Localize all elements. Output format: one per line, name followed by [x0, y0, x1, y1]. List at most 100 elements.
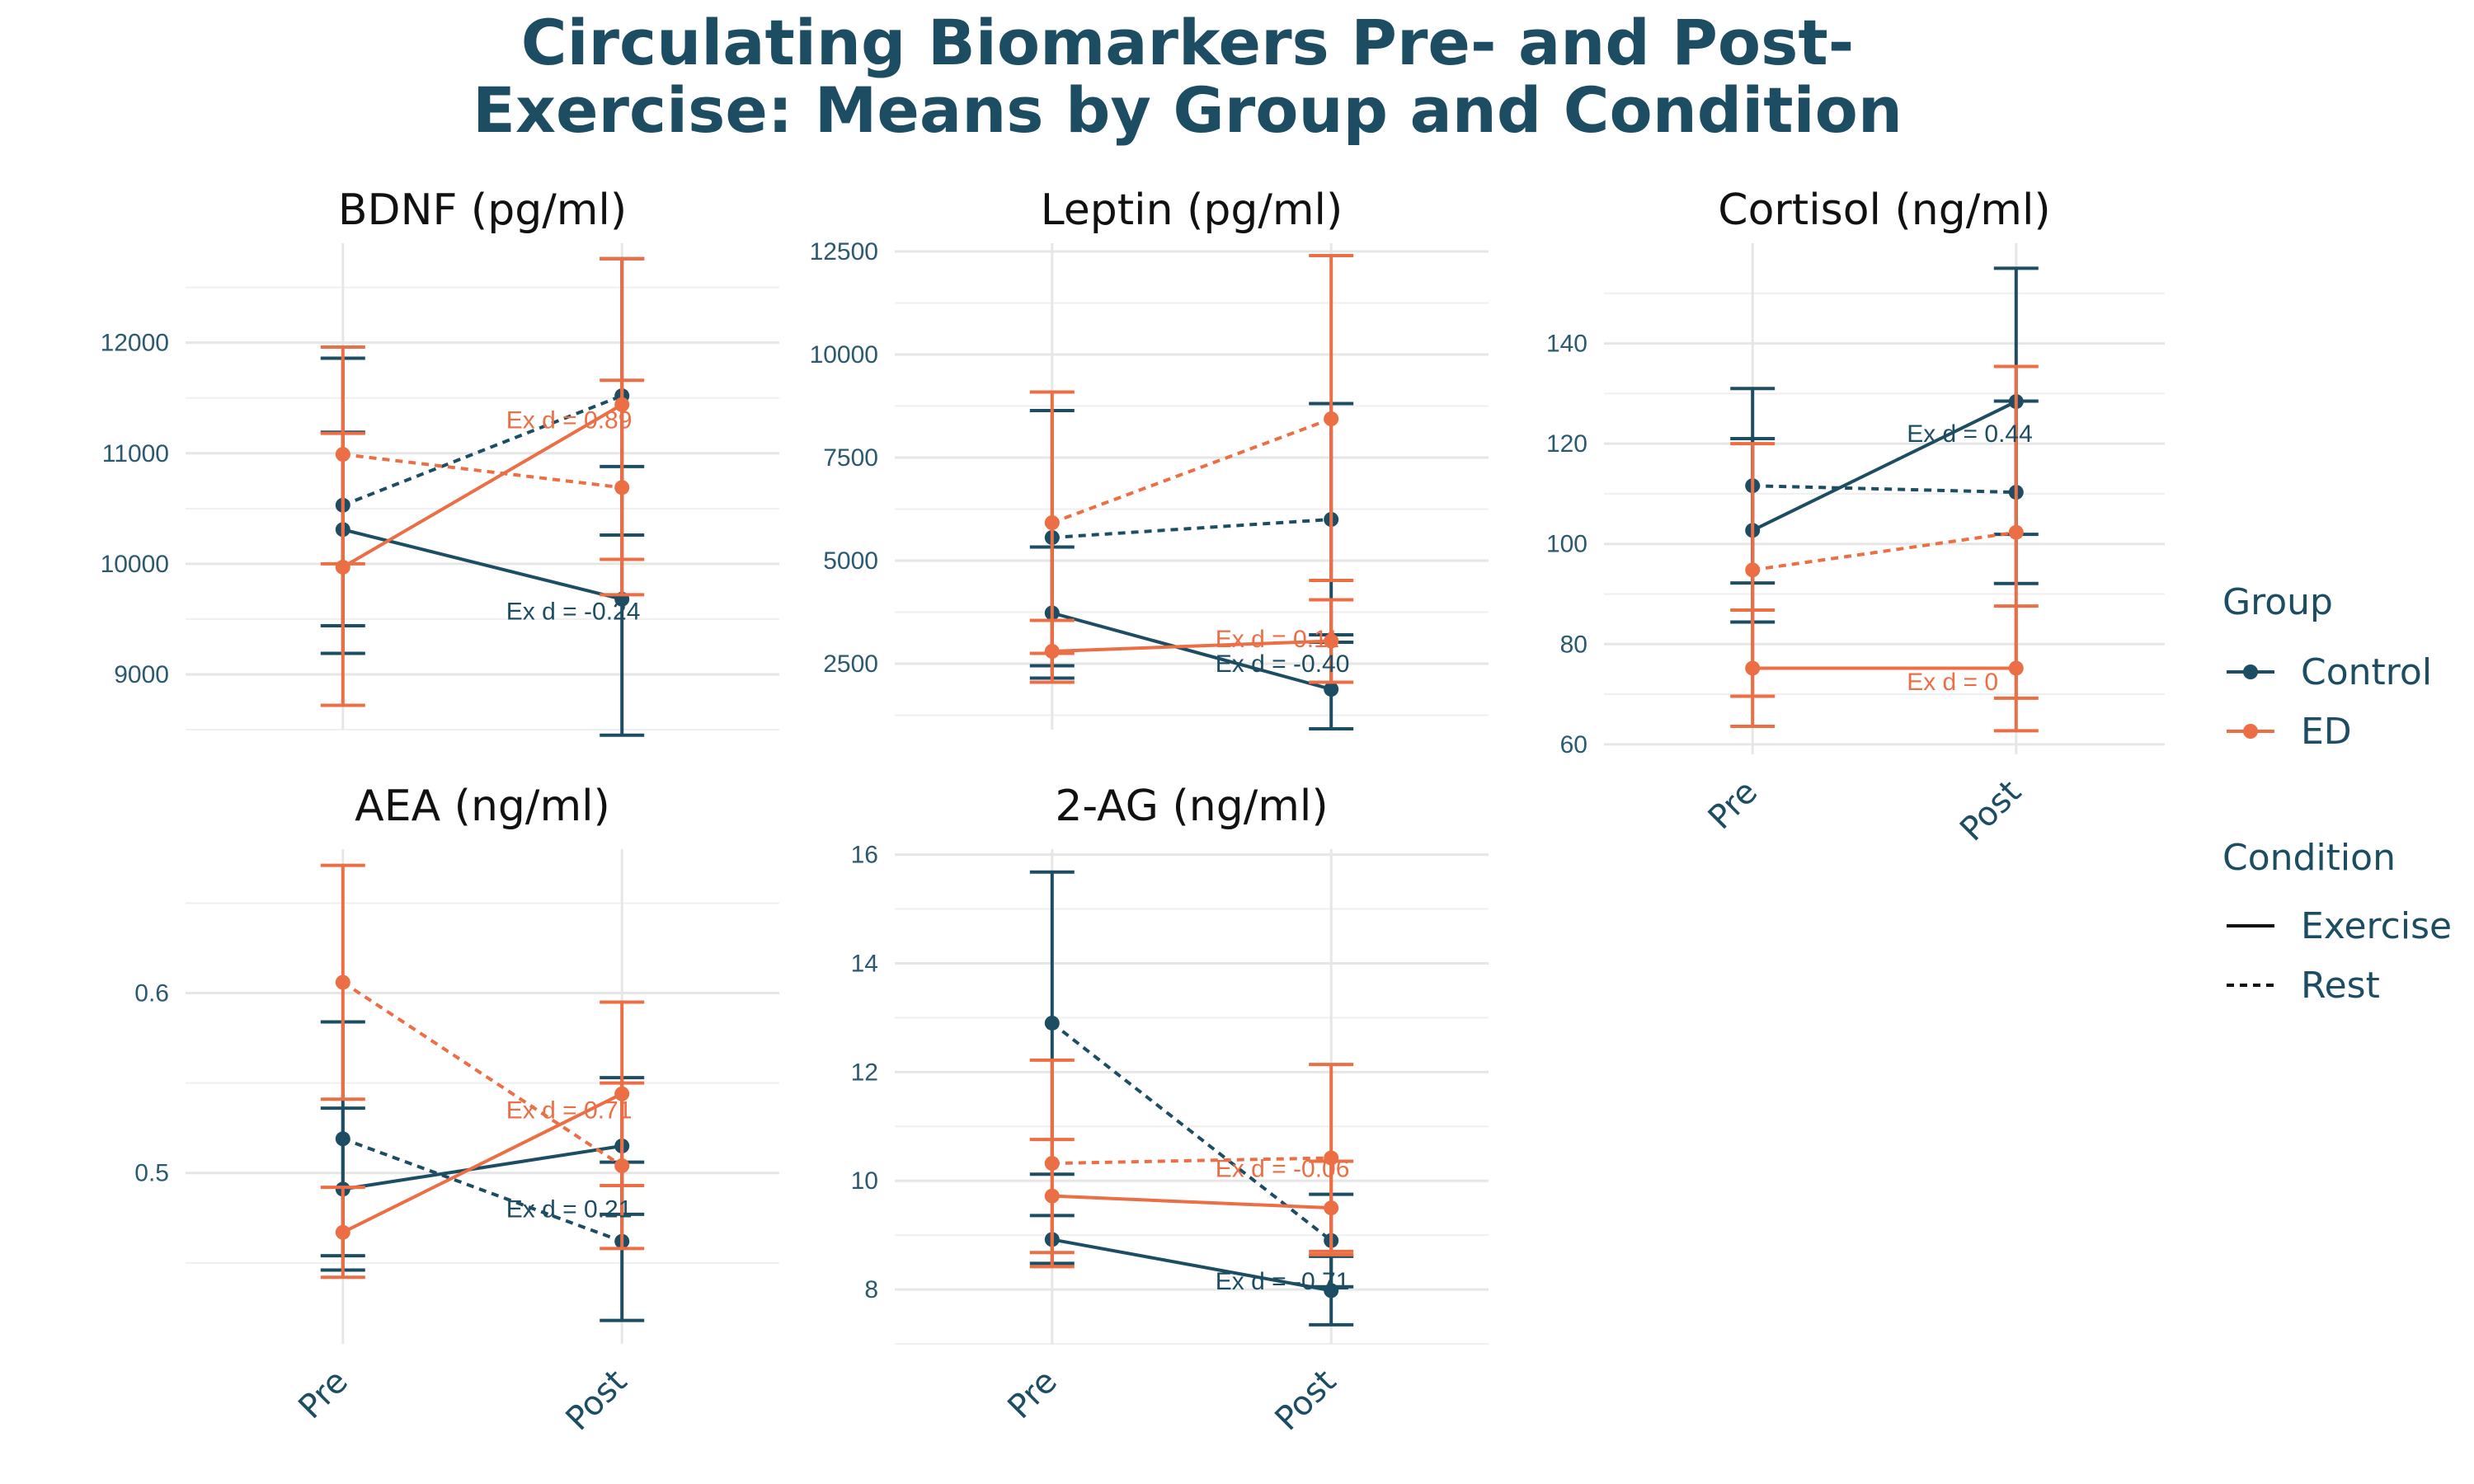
annotation-text: Ex d = -0.71	[1216, 1268, 1350, 1295]
data-point	[335, 1131, 350, 1147]
series-control-rest	[1029, 870, 1354, 1289]
series-line	[342, 1144, 623, 1191]
y-tick-label: 10000	[810, 341, 878, 369]
facet-panels: BDNF (pg/ml) 9000 10000 11000 12000 Ex d = 0.…	[101, 186, 2165, 1438]
annotation-text: Ex d = -0.06	[1216, 1156, 1350, 1183]
panel-title: 2-AG (ng/ml)	[1055, 782, 1328, 831]
legend-item-control: Control	[2301, 651, 2432, 693]
series-ed-rest	[1029, 254, 1354, 655]
panel-aea-ng-ml: AEA (ng/ml) 0.5 0.6 Pre Post Ex d = 0.71 Ex d …	[134, 782, 779, 1438]
y-tick-label: 140	[1546, 331, 1587, 358]
annotation-text: Ex d = 0.11	[1216, 626, 1339, 653]
x-tick-label-pre: Pre	[291, 1363, 355, 1426]
data-point	[1324, 411, 1339, 426]
y-tick-label: 7500	[823, 444, 878, 472]
data-point	[1044, 1015, 1060, 1031]
y-tick-label: 2500	[823, 650, 878, 678]
x-tick-label-pre: Pre	[1701, 773, 1765, 837]
series-control-rest	[320, 256, 645, 627]
panel-title: Leptin (pg/ml)	[1041, 186, 1343, 235]
annotation-text: Ex d = 0.44	[1907, 420, 2033, 448]
series-ed-rest	[320, 345, 645, 597]
y-tick-label: 16	[851, 842, 878, 869]
legend-key-point	[2243, 724, 2258, 739]
series-line	[341, 980, 623, 1167]
panel-leptin-pg-ml: Leptin (pg/ml) 2500 5000 7500 10000 12500 Ex d…	[810, 186, 1489, 730]
series-line	[342, 394, 623, 507]
series-line	[1051, 417, 1332, 524]
panel-2-ag-ng-ml: 2-AG (ng/ml) 8 10 12 14 16 Pre Post Ex d = -0.06…	[851, 782, 1489, 1438]
y-tick-label: 12500	[810, 238, 878, 265]
x-tick-label-post: Post	[559, 1363, 635, 1439]
chart-title-line-2: Exercise: Means by Group and Condition	[473, 73, 1903, 147]
data-point	[335, 1224, 350, 1240]
chart-title-line-1: Circulating Biomarkers Pre- and Post-	[521, 6, 1855, 79]
annotation-text: Ex d = -0.40	[1216, 650, 1350, 678]
y-tick-label: 12	[851, 1059, 878, 1086]
series-line	[1051, 1194, 1332, 1210]
data-point	[335, 974, 350, 990]
series-ed-rest	[1730, 364, 2039, 700]
x-tick-label-post: Post	[1268, 1363, 1344, 1439]
series-control-rest	[1730, 387, 2039, 585]
y-tick-label: 100	[1546, 531, 1587, 558]
data-point	[1324, 682, 1339, 697]
legend-title-condition: Condition	[2222, 837, 2396, 879]
annotation-text: Ex d = 0.21	[506, 1195, 633, 1223]
y-tick-label: 14	[851, 950, 878, 977]
data-point	[335, 447, 350, 463]
legend: Group Condition Control ED Exercise Rest	[2222, 581, 2452, 1007]
series-line	[1051, 1156, 1332, 1166]
y-tick-label: 60	[1560, 731, 1587, 758]
series-line	[1051, 639, 1332, 653]
annotation-text: Ex d = 0.71	[506, 1097, 633, 1124]
y-tick-label: 11000	[102, 440, 169, 467]
x-tick-label-post: Post	[1953, 773, 2029, 849]
legend-title-group: Group	[2222, 581, 2333, 623]
x-tick-label-pre: Pre	[1000, 1363, 1064, 1426]
panel-title: Cortisol (ng/ml)	[1718, 186, 2050, 235]
series-line	[1752, 400, 2017, 533]
data-point	[1745, 562, 1761, 578]
y-tick-label: 10	[851, 1167, 878, 1195]
legend-item-exercise: Exercise	[2301, 905, 2452, 947]
annotation-text: Ex d = -0.24	[506, 599, 641, 626]
y-tick-label: 0.5	[134, 1160, 169, 1187]
series-line	[1752, 530, 2017, 572]
y-tick-label: 0.6	[134, 980, 169, 1007]
panel-bdnf-pg-ml: BDNF (pg/ml) 9000 10000 11000 12000 Ex d = 0.…	[101, 186, 779, 737]
series-line	[342, 453, 623, 490]
y-tick-label: 12000	[101, 330, 169, 357]
series-line	[342, 1137, 623, 1243]
series-line	[1051, 518, 1332, 539]
data-point	[1044, 515, 1060, 530]
y-tick-label: 10000	[101, 551, 169, 578]
series-ed-rest	[1029, 1058, 1354, 1269]
legend-key-point	[2243, 665, 2258, 679]
panel-title: BDNF (pg/ml)	[338, 186, 627, 235]
data-point	[614, 480, 630, 495]
series-line	[341, 1092, 623, 1234]
annotation-text: Ex d = 0	[1907, 669, 1998, 696]
data-point	[1324, 633, 1339, 649]
data-point	[1044, 1156, 1060, 1172]
series-ed-exercise	[320, 256, 645, 707]
series-line	[341, 403, 623, 569]
series-control-exercise	[320, 430, 645, 737]
series-ed-exercise	[320, 1000, 645, 1280]
y-tick-label: 9000	[114, 661, 169, 688]
data-point	[2008, 524, 2024, 540]
data-point	[614, 1158, 630, 1173]
series-line	[1752, 484, 2016, 495]
series-control-rest	[320, 1020, 645, 1322]
series-line	[1051, 1021, 1333, 1242]
y-tick-label: 8	[864, 1276, 878, 1303]
series-line	[1051, 1237, 1332, 1293]
series-line	[1051, 611, 1332, 691]
y-tick-label: 5000	[823, 547, 878, 575]
legend-item-rest: Rest	[2301, 965, 2380, 1007]
series-ed-rest	[320, 863, 645, 1251]
y-tick-label: 80	[1560, 631, 1587, 658]
y-tick-label: 120	[1546, 430, 1587, 458]
